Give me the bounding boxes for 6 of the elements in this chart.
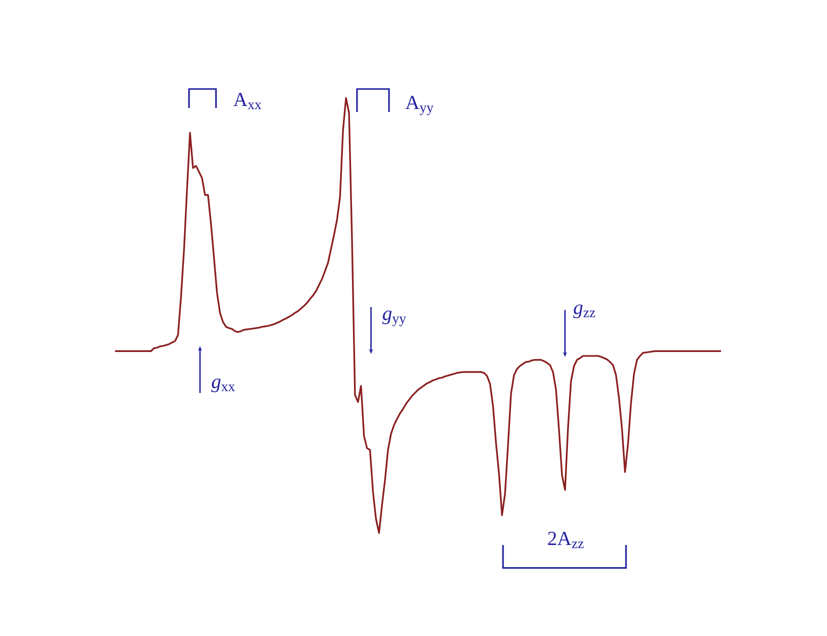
annotation: 2A$_{zz}$ [548,532,584,548]
annotation: g$_{yy}$ [382,310,406,326]
annotation: g$_{zz}$ [573,304,596,318]
annotation: A$_{yy}$ [405,96,434,116]
annotation: A$_{xx}$ [233,92,262,110]
annotation: g$_{xx}$ [211,378,235,392]
